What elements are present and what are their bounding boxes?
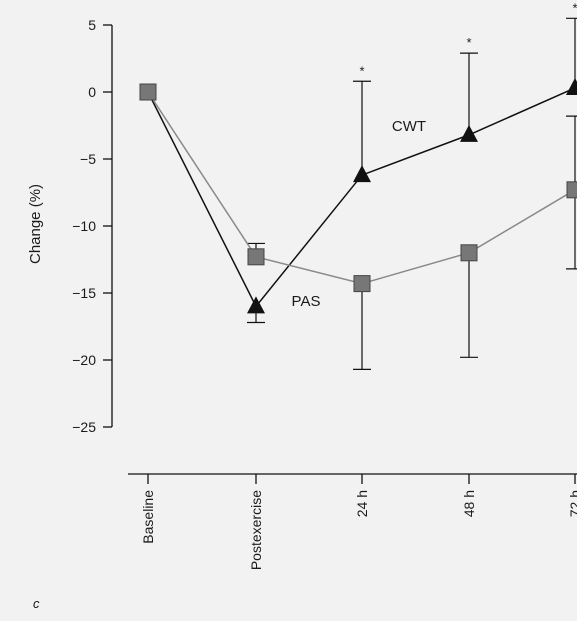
label-layer: * * * CWT PAS xyxy=(292,0,577,310)
x-tick-label: Baseline xyxy=(140,490,156,544)
pas-marker xyxy=(139,83,157,101)
axes-layer: 5 0 −5 −10 −15 −20 −25 Baseline Postexercise 24 h… xyxy=(72,17,577,570)
pas-marker xyxy=(566,181,577,199)
y-axis-label: Change (%) xyxy=(27,184,44,264)
pas-marker xyxy=(247,248,265,266)
x-tick-label: Postexercise xyxy=(248,490,264,570)
cwt-marker xyxy=(247,296,265,314)
significance-marker: * xyxy=(572,0,577,15)
significance-marker: * xyxy=(359,63,364,78)
y-tick-label: 5 xyxy=(88,17,96,33)
cwt-marker xyxy=(353,165,371,183)
series-layer xyxy=(139,17,577,370)
x-tick-label: 24 h xyxy=(354,490,370,517)
y-tick-label: −10 xyxy=(72,218,96,234)
cwt-marker xyxy=(460,124,478,142)
y-tick-label: −15 xyxy=(72,285,96,301)
panel-label: c xyxy=(33,596,40,611)
pas-marker xyxy=(460,244,478,262)
y-tick-label: −25 xyxy=(72,419,96,435)
y-tick-label: −20 xyxy=(72,352,96,368)
x-tick-label: 48 h xyxy=(461,490,477,517)
y-tick-label: 0 xyxy=(88,84,96,100)
significance-marker: * xyxy=(466,35,471,50)
pas-series-label: PAS xyxy=(292,293,321,310)
cwt-series-label: CWT xyxy=(392,118,426,135)
x-tick-label: 72 h xyxy=(567,490,577,517)
cwt-marker xyxy=(566,77,577,95)
y-tick-label: −5 xyxy=(80,151,96,167)
pas-marker xyxy=(353,275,371,293)
